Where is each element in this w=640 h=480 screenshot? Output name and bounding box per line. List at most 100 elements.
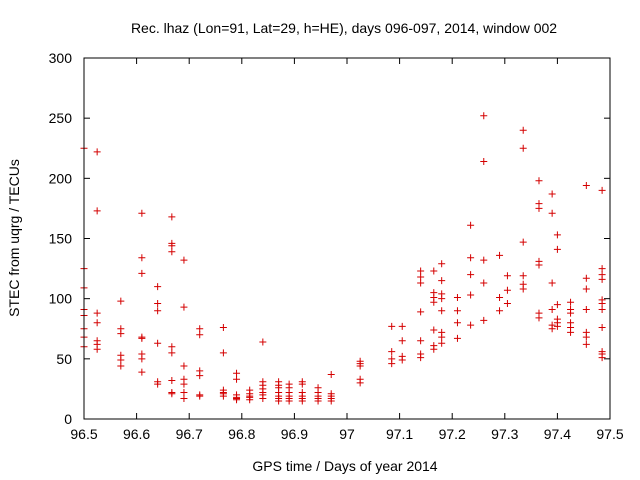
data-point: [246, 396, 254, 404]
data-point: [168, 248, 176, 256]
data-point: [519, 285, 527, 293]
y-axis-label: STEC from uqrg / TECUs: [6, 159, 22, 317]
data-point: [417, 308, 425, 316]
data-point: [598, 354, 606, 362]
data-point: [327, 397, 335, 405]
data-point: [598, 275, 606, 283]
data-point: [138, 269, 146, 277]
data-point: [438, 260, 446, 268]
data-point: [438, 307, 446, 315]
x-tick-label: 97.3: [491, 426, 518, 442]
data-point: [117, 297, 125, 305]
data-point: [480, 256, 488, 264]
data-point: [553, 322, 561, 330]
data-point: [233, 396, 241, 404]
data-point: [553, 231, 561, 239]
data-point: [298, 380, 306, 388]
data-point: [180, 395, 188, 403]
data-point: [180, 362, 188, 370]
data-point: [567, 309, 575, 317]
data-point: [154, 380, 162, 388]
data-point: [180, 303, 188, 311]
data-point: [93, 319, 101, 327]
data-point: [233, 369, 241, 377]
data-point: [567, 328, 575, 336]
data-point: [388, 360, 396, 368]
data-point: [154, 283, 162, 291]
data-point: [196, 325, 204, 333]
data-point: [503, 272, 511, 280]
data-point: [298, 397, 306, 405]
data-point: [467, 291, 475, 299]
data-point: [582, 305, 590, 313]
data-point: [480, 112, 488, 120]
data-point: [154, 307, 162, 315]
data-point: [388, 348, 396, 356]
data-point: [567, 298, 575, 306]
y-tick-label: 300: [49, 50, 73, 66]
x-tick-label: 97.2: [439, 426, 466, 442]
axis-tick-labels: 96.5 96.6 96.7 96.8 96.9 97 97.1 97.2 97.3 97.4 97…: [49, 50, 624, 442]
data-point: [138, 209, 146, 217]
data-point: [259, 395, 267, 403]
data-point: [430, 326, 438, 334]
data-point: [453, 307, 461, 315]
data-point: [417, 354, 425, 362]
data-point: [598, 265, 606, 273]
data-point: [168, 213, 176, 221]
data-point: [467, 271, 475, 279]
data-point: [438, 277, 446, 285]
data-points: [80, 112, 606, 405]
data-point: [535, 314, 543, 322]
data-point: [259, 338, 267, 346]
x-tick-label: 97: [339, 426, 355, 442]
y-tick-label: 200: [49, 170, 73, 186]
y-tick-label: 100: [49, 291, 73, 307]
data-point: [93, 207, 101, 215]
data-point: [598, 305, 606, 313]
data-point: [93, 345, 101, 353]
data-point: [453, 293, 461, 301]
data-point: [168, 343, 176, 351]
data-point: [535, 261, 543, 269]
data-point: [417, 273, 425, 281]
data-point: [180, 389, 188, 397]
data-point: [467, 221, 475, 229]
data-point: [430, 267, 438, 275]
data-point: [480, 316, 488, 324]
data-point: [117, 362, 125, 370]
data-point: [548, 305, 556, 313]
data-point: [154, 339, 162, 347]
data-point: [519, 144, 527, 152]
data-point: [117, 356, 125, 364]
data-point: [535, 204, 543, 212]
data-point: [553, 301, 561, 309]
data-point: [168, 376, 176, 384]
data-point: [480, 157, 488, 165]
data-point: [417, 337, 425, 345]
plot-frame: [83, 57, 611, 420]
data-point: [496, 307, 504, 315]
data-point: [168, 390, 176, 398]
y-tick-label: 150: [49, 231, 73, 247]
x-tick-label: 96.5: [70, 426, 97, 442]
data-point: [233, 375, 241, 383]
data-point: [117, 330, 125, 338]
data-point: [519, 272, 527, 280]
data-point: [467, 321, 475, 329]
x-tick-label: 97.4: [544, 426, 571, 442]
data-point: [503, 299, 511, 307]
data-point: [196, 331, 204, 339]
data-point: [138, 355, 146, 363]
data-point: [180, 256, 188, 264]
data-point: [598, 324, 606, 332]
data-point: [154, 299, 162, 307]
data-point: [548, 190, 556, 198]
data-point: [438, 295, 446, 303]
data-point: [496, 251, 504, 259]
data-point: [519, 238, 527, 246]
data-point: [196, 372, 204, 380]
data-point: [582, 274, 590, 282]
data-point: [398, 356, 406, 364]
